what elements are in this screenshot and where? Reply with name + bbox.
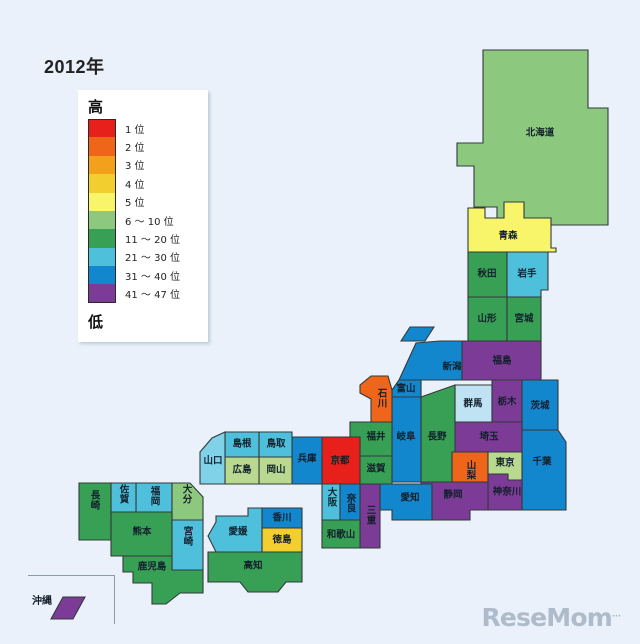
region-chiba[interactable]: 千葉 xyxy=(521,429,567,511)
region-saga[interactable]: 佐賀 xyxy=(110,482,137,513)
region-osaka[interactable]: 大阪 xyxy=(321,483,341,521)
legend-swatch xyxy=(88,174,116,193)
region-kagawa[interactable]: 香川 xyxy=(261,507,303,529)
region-tottori[interactable]: 鳥取 xyxy=(258,431,293,458)
legend-row: 41 ～ 47 位 xyxy=(88,284,180,304)
region-gifu[interactable]: 岐阜 xyxy=(391,396,422,483)
legend-high-label: 高 xyxy=(88,99,104,116)
region-ehime[interactable]: 愛媛 xyxy=(207,507,263,553)
legend-row: 3 位 xyxy=(88,155,180,175)
watermark-mark: … xyxy=(612,609,622,620)
region-hiroshima[interactable]: 広島 xyxy=(224,456,260,485)
legend-row: 2 位 xyxy=(88,137,180,156)
region-oita[interactable]: 大分 xyxy=(171,482,204,521)
region-nagasaki[interactable]: 長崎 xyxy=(78,482,112,541)
legend-swatch xyxy=(88,137,116,156)
legend-label: 2 位 xyxy=(125,143,145,155)
legend-swatch xyxy=(88,266,116,285)
legend-rows: 1 位 2 位 3 位 4 位 5 位 6 ～ 10 位 11 ～ 20 位 21 ～ 30 … xyxy=(88,118,180,304)
region-tochigi[interactable]: 栃木 xyxy=(491,379,523,423)
region-aichi[interactable]: 愛知 xyxy=(379,483,433,521)
watermark: ReseMom… xyxy=(481,603,622,632)
legend-label: 1 位 xyxy=(125,124,145,136)
region-okinawa[interactable] xyxy=(50,596,86,620)
legend-label: 11 ～ 20 位 xyxy=(125,235,180,247)
region-okayama[interactable]: 岡山 xyxy=(258,456,293,485)
region-nagano[interactable]: 長野 xyxy=(420,384,456,483)
okinawa-inset-label: 沖縄 xyxy=(32,596,52,607)
region-sado-island xyxy=(399,326,436,342)
region-toyama[interactable]: 富山 xyxy=(391,379,422,398)
legend-label: 5 位 xyxy=(125,198,145,210)
region-iwate[interactable]: 岩手 xyxy=(506,251,549,298)
legend-swatch xyxy=(88,229,116,248)
legend-swatch xyxy=(88,210,116,230)
legend-row: 4 位 xyxy=(88,174,180,193)
legend-row: 1 位 xyxy=(88,118,180,138)
legend-swatch xyxy=(88,284,116,304)
region-miyagi[interactable]: 宮城 xyxy=(506,296,542,342)
region-akita[interactable]: 秋田 xyxy=(467,251,508,298)
region-ishikawa[interactable]: 石川 xyxy=(359,375,393,423)
region-gunma[interactable]: 群馬 xyxy=(454,384,493,423)
legend-swatch xyxy=(88,118,116,138)
region-ibaraki[interactable]: 茨城 xyxy=(521,379,559,431)
legend-label: 41 ～ 47 位 xyxy=(125,290,180,302)
legend-swatch xyxy=(88,155,116,175)
legend-label: 21 ～ 30 位 xyxy=(125,253,180,265)
region-yamaguchi[interactable]: 山口 xyxy=(199,431,226,485)
okinawa-inset-frame xyxy=(28,575,115,624)
region-miyazaki[interactable]: 宮崎 xyxy=(171,519,204,571)
legend-panel: 高 1 位 2 位 3 位 4 位 5 位 6 ～ 10 位 11 ～ 20 位 21 ～ 3… xyxy=(78,90,208,342)
region-shimane[interactable]: 島根 xyxy=(224,431,260,458)
legend-row: 31 ～ 40 位 xyxy=(88,266,180,285)
page-title: 2012年 xyxy=(44,57,105,77)
legend-low-label: 低 xyxy=(88,314,104,331)
region-shiga[interactable]: 滋賀 xyxy=(359,455,393,485)
region-saitama[interactable]: 埼玉 xyxy=(454,421,523,453)
watermark-text: ReseMom xyxy=(481,603,612,632)
legend-label: 6 ～ 10 位 xyxy=(125,216,174,228)
legend-row: 21 ～ 30 位 xyxy=(88,247,180,267)
legend-row: 5 位 xyxy=(88,192,180,211)
region-kochi[interactable]: 高知 xyxy=(207,551,303,593)
region-tokushima[interactable]: 徳島 xyxy=(261,527,303,553)
region-kumamoto[interactable]: 熊本 xyxy=(110,511,173,557)
legend-label: 3 位 xyxy=(125,161,145,173)
legend-swatch xyxy=(88,247,116,267)
region-yamagata[interactable]: 山形 xyxy=(467,296,508,342)
region-hokkaido[interactable]: 北海道 xyxy=(456,49,609,226)
region-fukushima[interactable]: 福島 xyxy=(461,340,542,381)
region-mie[interactable]: 三重 xyxy=(359,483,381,549)
legend-row: 11 ～ 20 位 xyxy=(88,229,180,248)
legend-label: 31 ～ 40 位 xyxy=(125,271,180,283)
legend-row: 6 ～ 10 位 xyxy=(88,210,180,230)
legend-swatch xyxy=(88,192,116,211)
legend-label: 4 位 xyxy=(125,179,145,191)
region-hyogo[interactable]: 兵庫 xyxy=(291,436,323,485)
region-wakayama[interactable]: 和歌山 xyxy=(321,519,361,549)
